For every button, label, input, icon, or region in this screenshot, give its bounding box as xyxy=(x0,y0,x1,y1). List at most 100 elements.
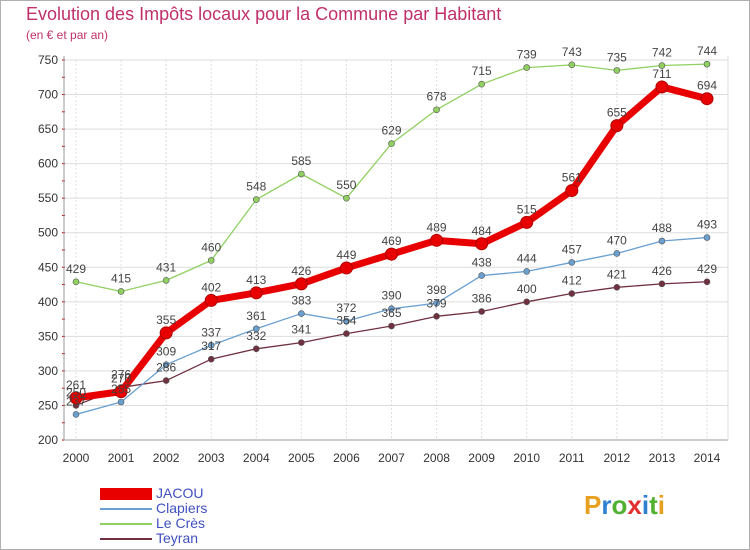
data-point xyxy=(204,293,218,307)
data-point xyxy=(162,361,170,368)
data-point xyxy=(72,278,80,286)
data-label: 372 xyxy=(336,301,356,315)
x-tick-label: 2010 xyxy=(513,451,540,465)
data-label: 489 xyxy=(427,220,447,234)
data-point xyxy=(339,261,353,275)
data-point xyxy=(114,385,128,399)
data-label: 355 xyxy=(156,313,176,327)
data-point xyxy=(388,305,395,313)
data-label: 361 xyxy=(246,309,266,323)
data-point xyxy=(298,310,305,317)
y-tick-label: 550 xyxy=(38,191,58,205)
data-label: 270 xyxy=(111,372,131,386)
data-point xyxy=(613,250,621,257)
logo-letter: i xyxy=(657,490,665,520)
data-point xyxy=(433,106,440,114)
data-label: 429 xyxy=(66,262,86,276)
data-label: 402 xyxy=(201,280,221,294)
data-label: 515 xyxy=(517,202,537,216)
data-point xyxy=(159,326,173,340)
logo-letter: x xyxy=(627,490,642,520)
proxiti-logo: Proxiti xyxy=(584,490,665,521)
data-label: 286 xyxy=(156,361,176,375)
data-label: 449 xyxy=(336,248,356,262)
data-label: 715 xyxy=(472,64,492,78)
y-tick-label: 400 xyxy=(38,295,58,309)
data-label: 412 xyxy=(562,274,582,288)
data-point xyxy=(117,398,125,406)
data-label: 469 xyxy=(381,234,401,248)
data-point xyxy=(388,322,395,330)
data-label: 250 xyxy=(66,385,86,399)
data-point xyxy=(703,234,711,241)
data-label: 488 xyxy=(652,221,672,235)
x-tick-label: 2002 xyxy=(153,451,180,465)
logo-letter: o xyxy=(611,490,628,520)
data-point xyxy=(565,184,579,198)
data-label: 585 xyxy=(291,154,311,168)
data-point xyxy=(388,140,395,147)
data-label: 711 xyxy=(652,67,671,81)
data-point xyxy=(207,355,215,363)
data-label: 739 xyxy=(517,48,537,62)
data-point xyxy=(69,391,83,405)
data-label: 444 xyxy=(517,251,537,265)
data-label: 431 xyxy=(156,260,176,274)
data-point xyxy=(568,61,576,69)
data-label: 460 xyxy=(201,240,221,254)
data-label: 390 xyxy=(381,289,401,303)
x-tick-label: 2007 xyxy=(378,451,405,465)
y-tick-label: 650 xyxy=(38,122,58,136)
legend-label: JACOU xyxy=(156,485,204,501)
x-tick-label: 2014 xyxy=(694,451,721,465)
data-point xyxy=(433,313,440,320)
data-point xyxy=(294,277,308,291)
x-tick-label: 2001 xyxy=(108,451,135,465)
x-tick-label: 2009 xyxy=(468,451,495,465)
y-tick-label: 500 xyxy=(38,226,58,240)
data-point xyxy=(162,377,170,384)
data-point xyxy=(568,290,576,297)
data-point xyxy=(703,60,711,68)
data-label: 309 xyxy=(156,345,176,359)
y-tick-label: 250 xyxy=(38,398,58,412)
data-point xyxy=(343,330,350,337)
data-point xyxy=(298,170,305,178)
data-label: 276 xyxy=(111,367,131,381)
data-label: 655 xyxy=(607,106,627,120)
y-tick-label: 200 xyxy=(38,433,58,447)
data-point xyxy=(610,119,624,133)
data-point xyxy=(433,299,440,307)
x-tick-label: 2003 xyxy=(198,451,225,465)
data-label: 743 xyxy=(562,45,582,59)
data-point xyxy=(249,286,263,300)
data-point xyxy=(700,92,714,106)
legend-label: Le Crès xyxy=(156,515,206,531)
data-label: 744 xyxy=(697,44,717,58)
data-label: 429 xyxy=(697,262,717,276)
data-label: 678 xyxy=(427,90,447,104)
data-point xyxy=(478,272,485,279)
data-label: 383 xyxy=(291,294,311,308)
data-point xyxy=(343,194,350,202)
data-label: 237 xyxy=(66,394,86,408)
data-label: 341 xyxy=(291,323,311,337)
data-label: 337 xyxy=(201,325,221,339)
legend-swatch xyxy=(100,538,152,540)
x-tick-label: 2008 xyxy=(423,451,450,465)
chart-title: Evolution des Impôts locaux pour la Comm… xyxy=(26,4,502,24)
chart-subtitle: (en € et par an) xyxy=(26,28,109,42)
data-label: 332 xyxy=(246,329,266,343)
x-tick-label: 2011 xyxy=(559,451,585,465)
data-label: 550 xyxy=(336,178,356,192)
data-label: 415 xyxy=(111,271,131,285)
data-label: 317 xyxy=(201,339,221,353)
data-point xyxy=(252,345,260,353)
legend-label: Clapiers xyxy=(156,500,208,516)
data-point xyxy=(475,237,489,251)
data-label: 354 xyxy=(336,314,356,328)
x-tick-label: 2013 xyxy=(649,451,676,465)
data-label: 548 xyxy=(246,180,266,194)
data-point xyxy=(613,284,621,291)
